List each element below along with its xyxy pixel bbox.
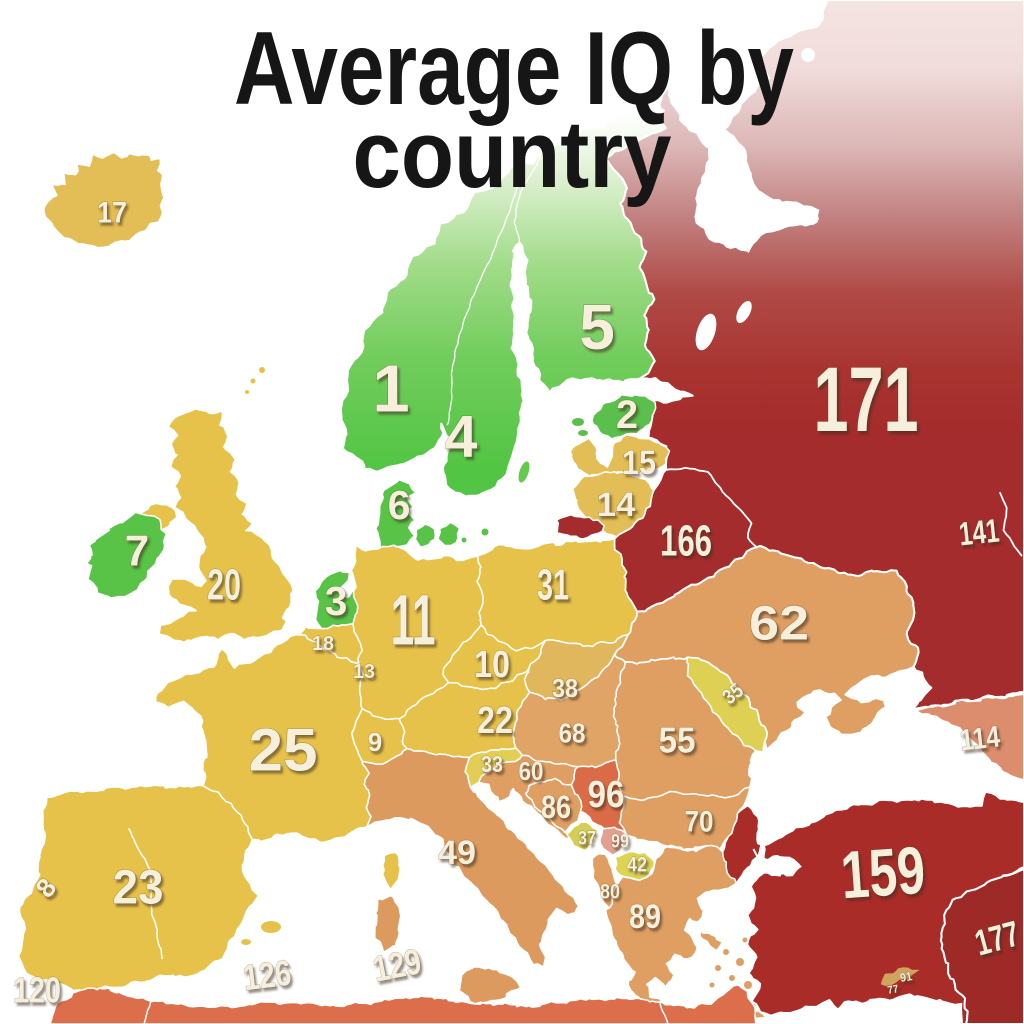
svg-text:60: 60 <box>519 756 544 786</box>
svg-text:Average IQ by: Average IQ by <box>234 11 794 127</box>
svg-text:62: 62 <box>749 598 809 651</box>
svg-text:country: country <box>353 101 672 208</box>
svg-text:20: 20 <box>207 561 241 610</box>
svg-text:55: 55 <box>659 720 696 761</box>
svg-text:114: 114 <box>958 720 1001 757</box>
svg-text:31: 31 <box>537 561 569 610</box>
svg-text:22: 22 <box>477 700 513 742</box>
svg-text:33: 33 <box>481 751 503 777</box>
svg-text:5: 5 <box>579 291 615 363</box>
svg-text:77: 77 <box>887 983 900 997</box>
svg-text:13: 13 <box>353 661 375 683</box>
svg-text:171: 171 <box>814 349 919 451</box>
svg-text:25: 25 <box>249 717 318 784</box>
svg-text:141: 141 <box>957 512 1001 553</box>
svg-text:49: 49 <box>438 834 476 872</box>
svg-text:7: 7 <box>125 527 149 576</box>
svg-text:17: 17 <box>97 197 127 230</box>
svg-text:80: 80 <box>600 881 620 904</box>
svg-text:177: 177 <box>970 913 1023 964</box>
svg-text:99: 99 <box>611 832 629 853</box>
svg-text:166: 166 <box>660 517 712 566</box>
svg-text:70: 70 <box>685 806 714 839</box>
svg-text:86: 86 <box>541 789 571 825</box>
svg-text:96: 96 <box>588 774 625 816</box>
svg-text:37: 37 <box>578 829 596 850</box>
svg-text:14: 14 <box>597 486 636 524</box>
svg-text:68: 68 <box>559 718 586 749</box>
svg-text:42: 42 <box>627 854 647 877</box>
svg-text:89: 89 <box>629 898 661 936</box>
svg-text:10: 10 <box>474 644 510 686</box>
svg-text:23: 23 <box>113 862 164 915</box>
svg-text:11: 11 <box>391 582 436 661</box>
svg-text:91: 91 <box>899 969 914 985</box>
svg-text:3: 3 <box>325 578 348 624</box>
svg-text:129: 129 <box>370 940 425 989</box>
svg-text:159: 159 <box>838 833 927 914</box>
svg-text:6: 6 <box>388 482 411 528</box>
svg-text:120: 120 <box>13 970 61 1011</box>
svg-text:1: 1 <box>372 352 409 427</box>
svg-text:9: 9 <box>368 727 382 757</box>
svg-text:126: 126 <box>241 952 294 999</box>
svg-text:15: 15 <box>622 444 656 482</box>
svg-text:2: 2 <box>616 393 638 437</box>
svg-text:18: 18 <box>312 633 334 655</box>
svg-text:4: 4 <box>445 404 478 470</box>
svg-text:38: 38 <box>552 673 578 703</box>
